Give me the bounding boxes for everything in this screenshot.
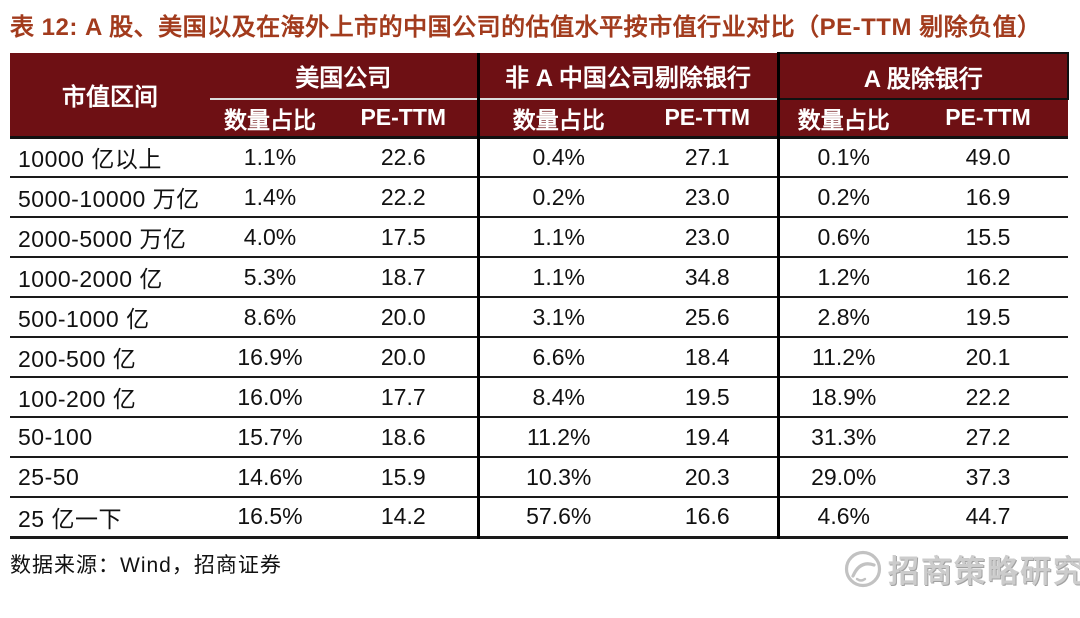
value-cell: 0.2% xyxy=(776,176,908,217)
data-source-note: 数据来源：Wind，招商证券 xyxy=(10,553,282,577)
value-cell: 1.4% xyxy=(210,176,330,217)
value-cell: 5.3% xyxy=(210,256,330,297)
market-cap-range-cell: 5000-10000 万亿 xyxy=(10,176,210,217)
value-cell: 27.1 xyxy=(684,143,730,170)
market-cap-range-cell: 10000 亿以上 xyxy=(18,146,162,173)
value-cell: 37.3 xyxy=(908,456,1069,497)
header-group-a-share: A 股除银行 xyxy=(776,52,1070,100)
value-cell: 3.1% xyxy=(476,296,638,337)
subheader-a-count-pct: 数量占比 xyxy=(776,99,908,137)
value-cell: 20.3 xyxy=(638,456,778,497)
value-cell: 0.1% xyxy=(776,137,908,177)
value-cell: 8.6% xyxy=(210,296,330,337)
value-cell: 17.5 xyxy=(330,216,478,257)
value-cell: 16.5% xyxy=(210,496,330,537)
value-cell: 16.2 xyxy=(908,256,1069,297)
subheader-a-pe-ttm: PE-TTM xyxy=(908,99,1069,137)
table-row: 500-1000 亿 8.6% 20.0 3.1% 25.6 2.8% 19.5 xyxy=(10,296,1069,337)
value-cell: 18.9% xyxy=(776,376,908,417)
value-cell: 14.2 xyxy=(330,496,478,537)
value-cell: 18.7 xyxy=(330,256,478,297)
table-body: 10000 亿以上 1.1% 22.6 0.4% 27.1 0.1% 49.0 5000-10… xyxy=(10,137,1069,537)
value-cell: 10.3% xyxy=(476,456,638,497)
value-cell: 15.5 xyxy=(908,216,1069,257)
table-row: 50-100 15.7% 18.6 11.2% 19.4 31.3% 27.2 xyxy=(10,416,1069,457)
value-cell: 23.0 xyxy=(638,216,778,257)
header-group-non-a-china: 非 A 中国公司剔除银行 xyxy=(476,53,778,100)
table-row: 25 亿一下 16.5% 14.2 57.6% 16.6 4.6% 44.7 xyxy=(10,496,1069,537)
value-cell: 2.8% xyxy=(776,296,908,337)
header-market-cap-range: 市值区间 xyxy=(10,53,210,137)
value-cell: 31.3% xyxy=(776,416,908,457)
value-cell: 0.4% xyxy=(476,137,638,177)
value-cell: 19.4 xyxy=(638,416,778,457)
value-cell: 27.2 xyxy=(908,416,1069,457)
value-cell: 20.1 xyxy=(908,336,1069,377)
market-cap-range-cell: 200-500 亿 xyxy=(10,336,210,377)
value-cell: 1.1% xyxy=(476,216,638,257)
value-cell: 15.9 xyxy=(330,456,478,497)
value-cell: 17.7 xyxy=(330,376,478,417)
table-header: 市值区间 美国公司 非 A 中国公司剔除银行 A 股除银行 数量占比 PE-TT… xyxy=(10,52,1070,137)
value-cell: 44.7 xyxy=(908,496,1069,537)
value-cell: 16.0% xyxy=(210,376,330,417)
market-cap-range-cell: 50-100 xyxy=(10,416,210,457)
market-cap-range-cell: 25 亿一下 xyxy=(10,496,210,537)
value-cell: 34.8 xyxy=(638,256,778,297)
subheader-us-pe-ttm: PE-TTM xyxy=(330,99,478,137)
value-cell: 8.4% xyxy=(476,376,638,417)
value-cell: 16.9% xyxy=(210,336,330,377)
header-group-us: 美国公司 xyxy=(210,53,478,100)
value-cell: 22.2 xyxy=(908,376,1069,417)
table-row: 1000-2000 亿 5.3% 18.7 1.1% 34.8 1.2% 16.2 xyxy=(10,256,1069,297)
value-cell: 14.6% xyxy=(210,456,330,497)
report-page: 表 12: A 股、美国以及在海外上市的中国公司的估值水平按市值行业对比（PE-… xyxy=(10,14,1070,577)
valuation-table: 市值区间 美国公司 非 A 中国公司剔除银行 A 股除银行 数量占比 PE-TT… xyxy=(10,52,1070,539)
table-row: 200-500 亿 16.9% 20.0 6.6% 18.4 11.2% 20.1 xyxy=(10,336,1069,377)
value-cell: 57.6% xyxy=(476,496,638,537)
value-cell: 4.6% xyxy=(776,496,908,537)
value-cell: 49.0 xyxy=(965,143,1011,170)
value-cell: 1.2% xyxy=(776,256,908,297)
value-cell: 6.6% xyxy=(476,336,638,377)
subheader-us-count-pct: 数量占比 xyxy=(210,99,330,137)
value-cell: 20.0 xyxy=(330,296,478,337)
value-cell: 11.2% xyxy=(476,416,638,457)
value-cell: 0.6% xyxy=(776,216,908,257)
value-cell: 18.6 xyxy=(330,416,478,457)
value-cell: 19.5 xyxy=(638,376,778,417)
value-cell: 1.1% xyxy=(243,143,297,170)
value-cell: 16.9 xyxy=(908,176,1069,217)
market-cap-range-cell: 500-1000 亿 xyxy=(10,296,210,337)
market-cap-range-cell: 25-50 xyxy=(10,456,210,497)
subheader-cn-count-pct: 数量占比 xyxy=(476,99,638,137)
table-row: 25-50 14.6% 15.9 10.3% 20.3 29.0% 37.3 xyxy=(10,456,1069,497)
value-cell: 29.0% xyxy=(776,456,908,497)
value-cell: 11.2% xyxy=(776,336,908,377)
value-cell: 0.2% xyxy=(476,176,638,217)
value-cell: 23.0 xyxy=(638,176,778,217)
value-cell: 22.6 xyxy=(380,143,426,170)
table-title: 表 12: A 股、美国以及在海外上市的中国公司的估值水平按市值行业对比（PE-… xyxy=(10,14,1042,41)
value-cell: 20.0 xyxy=(330,336,478,377)
value-cell: 1.1% xyxy=(476,256,638,297)
table-row: 10000 亿以上 1.1% 22.6 0.4% 27.1 0.1% 49.0 xyxy=(10,137,1068,177)
value-cell: 15.7% xyxy=(210,416,330,457)
table-row: 5000-10000 万亿 1.4% 22.2 0.2% 23.0 0.2% 16.9 xyxy=(10,176,1069,217)
market-cap-range-cell: 2000-5000 万亿 xyxy=(10,216,210,257)
value-cell: 25.6 xyxy=(638,296,778,337)
value-cell: 19.5 xyxy=(908,296,1069,337)
value-cell: 18.4 xyxy=(638,336,778,377)
value-cell: 4.0% xyxy=(210,216,330,257)
subheader-cn-pe-ttm: PE-TTM xyxy=(638,99,778,137)
value-cell: 16.6 xyxy=(638,496,778,537)
table-row: 100-200 亿 16.0% 17.7 8.4% 19.5 18.9% 22.2 xyxy=(10,376,1069,417)
table-row: 2000-5000 万亿 4.0% 17.5 1.1% 23.0 0.6% 15.5 xyxy=(10,216,1069,257)
market-cap-range-cell: 100-200 亿 xyxy=(10,376,210,417)
value-cell: 22.2 xyxy=(330,176,478,217)
market-cap-range-cell: 1000-2000 亿 xyxy=(10,256,210,297)
